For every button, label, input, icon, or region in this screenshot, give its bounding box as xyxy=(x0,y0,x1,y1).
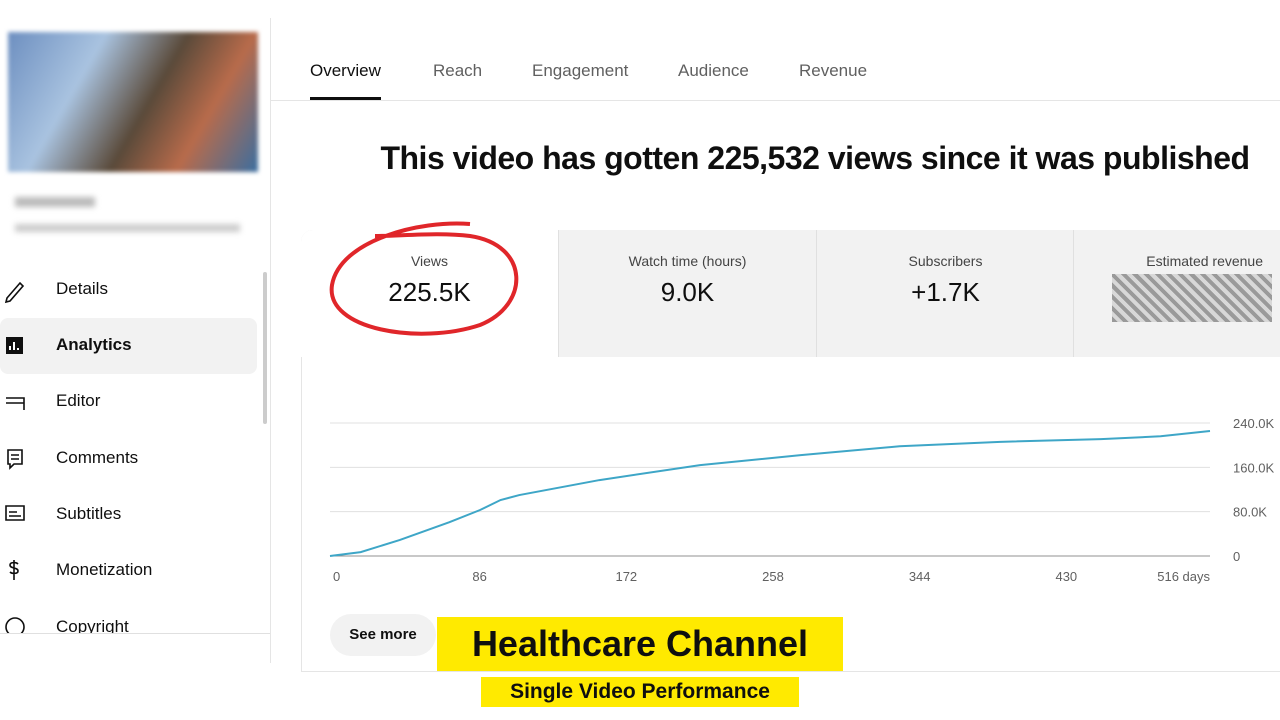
metric-label: Watch time (hours) xyxy=(628,253,747,269)
see-more-button[interactable]: See more xyxy=(330,614,436,656)
sidebar-bottom-line xyxy=(0,633,270,634)
y-tick-label: 0 xyxy=(1233,549,1240,564)
sidebar-item[interactable]: Copyright xyxy=(56,617,129,633)
metric-card[interactable]: Subscribers +1.7K xyxy=(816,230,1074,357)
sidebar-border xyxy=(270,18,271,663)
thumbnail xyxy=(8,32,258,172)
annotation-circle xyxy=(329,221,519,336)
metric-label: Subscribers xyxy=(908,253,983,269)
tab[interactable]: Revenue xyxy=(799,61,868,80)
metric-label: Views xyxy=(410,253,449,269)
metric-label: Estimated revenue xyxy=(1146,253,1263,269)
sidebar-item[interactable]: Editor xyxy=(56,391,101,410)
blurred-subtitle xyxy=(15,224,240,232)
blurred-revenue xyxy=(1112,274,1272,322)
sidebar-item[interactable]: Comments xyxy=(56,448,139,467)
metric-card[interactable]: Estimated revenue xyxy=(1073,230,1280,357)
y-tick-label: 80.0K xyxy=(1233,505,1267,520)
metric-value: 225.5K xyxy=(388,277,471,307)
overlay-title: Healthcare Channel xyxy=(437,617,843,671)
sidebar-item[interactable]: Monetization xyxy=(56,560,153,579)
x-tick-label: 86 xyxy=(472,569,486,584)
tab[interactable]: Audience xyxy=(678,61,749,80)
tab[interactable]: Overview xyxy=(310,61,381,80)
metric-value: +1.7K xyxy=(911,277,980,307)
x-tick-label: 516 days xyxy=(1157,569,1210,584)
overlay-subtitle: Single Video Performance xyxy=(481,677,799,707)
x-tick-label: 344 xyxy=(909,569,931,584)
sidebar-item[interactable]: Subtitles xyxy=(56,504,122,523)
tab-divider xyxy=(271,100,1280,101)
tab[interactable]: Reach xyxy=(433,61,483,80)
y-tick-label: 240.0K xyxy=(1233,416,1275,431)
x-tick-label: 430 xyxy=(1055,569,1077,584)
scrollbar xyxy=(263,272,267,424)
views-line xyxy=(329,430,1211,557)
tab-underline xyxy=(310,97,381,100)
y-tick-label: 160.0K xyxy=(1233,460,1275,475)
active-highlight xyxy=(0,318,257,374)
metric-card[interactable]: Watch time (hours) 9.0K xyxy=(558,230,816,357)
x-tick-label: 0 xyxy=(333,569,340,584)
sidebar-item[interactable]: Analytics xyxy=(56,335,132,354)
blurred-title xyxy=(15,197,95,207)
sidebar-item[interactable]: Details xyxy=(56,279,108,298)
metric-value: 9.0K xyxy=(660,277,715,307)
tab[interactable]: Engagement xyxy=(532,61,629,80)
sidebar-icons xyxy=(4,281,25,633)
headline: This video has gotten 225,532 views sinc… xyxy=(380,140,1250,176)
sidebar-list: Details Analytics Editor Comments Subtit… xyxy=(0,0,270,633)
x-tick-label: 258 xyxy=(762,569,784,584)
analytics-icon-bars xyxy=(9,342,19,350)
x-tick-label: 172 xyxy=(615,569,637,584)
